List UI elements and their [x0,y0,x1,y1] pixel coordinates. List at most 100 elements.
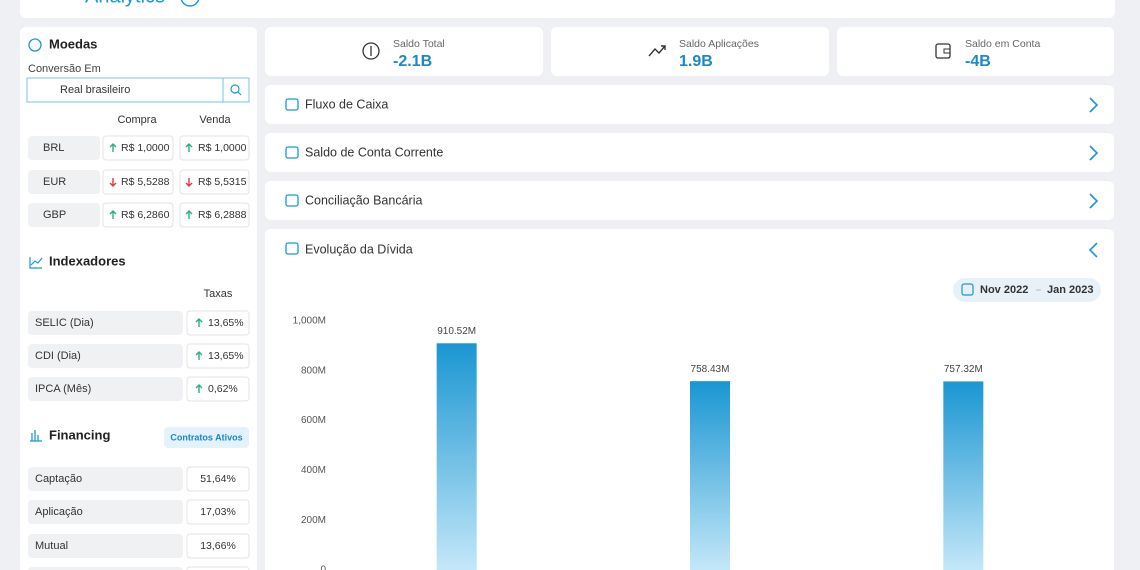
conversion-input[interactable] [26,77,250,103]
buy-rate: R$ 1,0000 [121,142,170,154]
trend-arrow-up [195,351,203,360]
buy-cell [102,202,174,228]
trend-arrow-up [195,318,203,327]
section-row[interactable] [265,85,1114,124]
section-icon [285,194,299,207]
indexer-name-cell [28,377,183,401]
indexer-rate-cell [186,310,250,336]
financing-row-cut [28,567,183,570]
trend-arrow-up [109,143,117,152]
header-bar [20,0,1115,18]
trend-arrow-up [185,143,193,152]
indexer-rate: 0,62% [208,383,238,395]
financing-name-cell [28,467,183,491]
financing-value-cell [186,466,250,492]
trend-arrow-up [195,384,203,393]
search-handle [237,91,242,96]
sell-rate: R$ 1,0000 [198,142,247,154]
conversion-label: Conversão Em [28,63,101,75]
financing-icon [30,430,42,442]
date-to: Jan 2023 [1047,284,1093,296]
indexer-name: CDI (Dia) [35,350,81,362]
section-title: Moedas [49,36,97,51]
chart-panel [265,229,1114,570]
date-from: Nov 2022 [980,284,1028,296]
sell-rate: R$ 6,2888 [198,209,247,221]
y-tick-label: 1,000M [293,316,326,327]
summary-icon [943,48,951,54]
financing-name: Aplicação [35,506,83,518]
indexer-icon [29,257,43,269]
y-tick-label: 800M [301,365,326,376]
summary-value: 1.9B [679,53,713,70]
financing-name: Mutual [35,540,68,552]
calendar-icon [961,283,974,296]
indexer-rate-cell [186,343,250,369]
help-icon [180,0,200,7]
trend-arrow-down [185,178,193,187]
section-icon [285,98,299,111]
expand-chevron[interactable] [1089,145,1099,161]
section-title: Financing [49,427,110,442]
badge[interactable] [164,427,249,448]
sell-rate: R$ 5,5315 [198,176,247,188]
column-header: Venda [199,114,231,126]
financing-value: 17,03% [200,506,236,518]
chart-title: Evolução da Dívida [305,242,413,256]
indexer-rate-cell [186,376,250,402]
y-tick-label: 600M [301,415,326,426]
page-title: Analytics [85,0,165,7]
summary-icon [648,45,666,57]
sell-cell [179,202,250,228]
financing-value: 13,66% [200,540,236,552]
collapse-chevron[interactable] [1088,242,1098,258]
date-range-picker[interactable] [953,278,1101,302]
currency-code-cell [28,136,100,160]
indexer-rate: 13,65% [208,317,244,329]
buy-cell [102,169,174,195]
section-icon [285,146,299,159]
summary-value: -4B [965,53,991,70]
currency-code: GBP [43,209,66,221]
expand-chevron[interactable] [1089,193,1099,209]
buy-rate: R$ 6,2860 [121,209,170,221]
indexer-name-cell [28,311,183,335]
financing-name-cell [28,500,183,524]
currency-icon [28,38,42,52]
y-tick-label: 0 [320,565,326,570]
summary-label: Saldo Total [393,38,445,50]
summary-card [265,27,543,76]
trend-arrow-down [109,178,117,187]
currency-code-cell [28,170,100,194]
financing-name-cell [28,534,183,558]
currency-code: BRL [43,142,64,154]
summary-label: Saldo em Conta [965,38,1040,50]
bar [436,343,477,570]
section-row[interactable] [265,181,1114,220]
financing-name: Captação [35,473,82,485]
financing-value-cell [186,533,250,559]
section-label: Saldo de Conta Corrente [305,145,443,159]
summary-value: -2.1B [393,53,432,70]
y-tick-label: 400M [301,465,326,476]
trend-arrow-up [185,210,193,219]
search-icon[interactable] [230,84,240,94]
column-header: Taxas [204,288,233,300]
bar [690,381,730,570]
financing-value: 51,64% [200,473,236,485]
financing-row-cut [186,566,250,570]
bar [943,381,984,570]
badge-label: Contratos Ativos [170,432,242,442]
indexer-name: SELIC (Dia) [35,317,94,329]
indexer-name-cell [28,344,183,368]
summary-icon [362,42,380,60]
sell-cell [179,135,250,161]
column-header: Compra [117,114,157,126]
expand-chevron[interactable] [1089,97,1099,113]
trend-arrow-up [109,210,117,219]
indexer-rate: 13,65% [208,350,244,362]
currency-code: EUR [43,176,66,188]
section-row[interactable] [265,133,1114,172]
